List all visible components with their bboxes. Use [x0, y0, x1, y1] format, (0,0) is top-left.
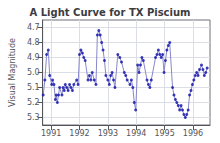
svg-text:5.1: 5.1 [27, 83, 40, 92]
svg-text:5.0: 5.0 [27, 68, 40, 77]
svg-text:A Light Curve for TX Piscium: A Light Curve for TX Piscium [30, 7, 191, 18]
svg-text:4.9: 4.9 [27, 53, 40, 62]
svg-text:5.3: 5.3 [27, 113, 40, 122]
svg-text:1994: 1994 [126, 129, 146, 138]
svg-text:1991: 1991 [41, 129, 61, 138]
svg-text:1992: 1992 [69, 129, 89, 138]
svg-text:4.7: 4.7 [27, 23, 40, 32]
svg-text:1996: 1996 [183, 129, 203, 138]
svg-text:Visual Magnitude: Visual Magnitude [8, 38, 17, 107]
svg-text:4.8: 4.8 [27, 38, 40, 47]
svg-text:1995: 1995 [154, 129, 174, 138]
svg-text:5.2: 5.2 [27, 98, 40, 107]
svg-text:1993: 1993 [98, 129, 118, 138]
